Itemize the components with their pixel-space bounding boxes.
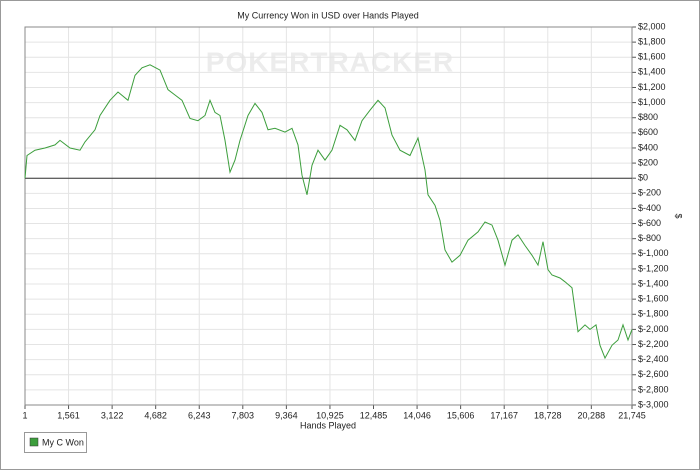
- x-tick-label: 15,606: [447, 410, 475, 420]
- y-tick-label: $800: [638, 112, 658, 122]
- x-axis-label: Hands Played: [300, 420, 356, 430]
- y-tick-label: $200: [638, 157, 658, 167]
- plot-border: [24, 26, 633, 406]
- y-tick-label: $1,200: [638, 82, 666, 92]
- y-tick-label: $400: [638, 142, 658, 152]
- x-tick-label: 12,485: [360, 410, 388, 420]
- x-tick-label: 14,046: [403, 410, 431, 420]
- y-tick-label: $0: [638, 173, 648, 183]
- x-tick-label: 10,925: [316, 410, 344, 420]
- x-tick-label: 6,243: [188, 410, 211, 420]
- x-tick-label: 9,364: [275, 410, 298, 420]
- legend-box: [24, 432, 87, 453]
- legend-label: My C Won: [42, 437, 84, 447]
- y-tick-label: $-200: [638, 188, 661, 198]
- y-tick-label: $-1,000: [638, 248, 669, 258]
- y-axis-label: $: [674, 213, 684, 218]
- y-tick-label: $2,000: [638, 21, 666, 31]
- x-tick-label: 17,167: [490, 410, 518, 420]
- y-tick-label: $-3,000: [638, 399, 669, 409]
- y-tick-label: $-2,000: [638, 324, 669, 334]
- y-tick-label: $-2,600: [638, 369, 669, 379]
- y-tick-label: $-2,800: [638, 384, 669, 394]
- y-tick-label: $-1,200: [638, 263, 669, 273]
- legend-swatch: [29, 437, 39, 447]
- y-tick-label: $-800: [638, 233, 661, 243]
- x-tick-label: 21,745: [618, 410, 646, 420]
- y-tick-label: $1,000: [638, 97, 666, 107]
- y-tick-label: $-1,800: [638, 309, 669, 319]
- legend: My C Won: [24, 432, 87, 453]
- data-line: [24, 64, 633, 360]
- y-tick-label: $-1,600: [638, 294, 669, 304]
- y-tick-label: $-1,400: [638, 278, 669, 288]
- x-tick-label: 1: [22, 410, 27, 420]
- x-tick-label: 4,682: [144, 410, 167, 420]
- x-tick-label: 18,728: [534, 410, 562, 420]
- chart-title: My Currency Won in USD over Hands Played: [237, 10, 418, 20]
- x-tick-label: 7,803: [232, 410, 255, 420]
- y-tick-label: $-400: [638, 203, 661, 213]
- x-tick-label: 1,561: [57, 410, 80, 420]
- y-tick-label: $-2,400: [638, 354, 669, 364]
- y-tick-label: $1,800: [638, 36, 666, 46]
- x-tick-label: 20,288: [578, 410, 606, 420]
- x-tick-label: 3,122: [101, 410, 124, 420]
- y-tick-label: $600: [638, 127, 658, 137]
- y-tick-label: $1,400: [638, 67, 666, 77]
- y-tick-label: $-2,200: [638, 339, 669, 349]
- y-tick-label: $1,600: [638, 52, 666, 62]
- y-tick-label: $-600: [638, 218, 661, 228]
